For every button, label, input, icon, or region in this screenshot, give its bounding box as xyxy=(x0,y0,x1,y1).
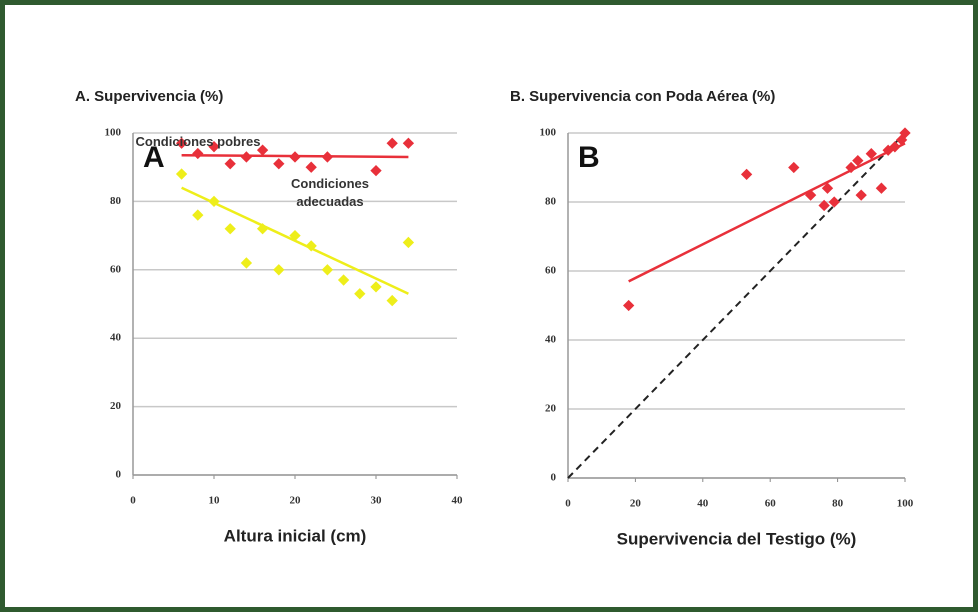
point xyxy=(828,196,840,208)
y-tick-label: 60 xyxy=(110,263,122,275)
reference-line xyxy=(567,132,906,479)
point xyxy=(321,264,334,276)
y-tick-label: 100 xyxy=(540,127,557,139)
y-tick-label: 60 xyxy=(545,265,557,277)
point xyxy=(386,137,398,149)
point xyxy=(855,189,867,201)
point xyxy=(337,274,350,286)
point xyxy=(273,264,285,276)
point xyxy=(175,137,188,149)
x-tick-label: 60 xyxy=(765,498,777,510)
chart-title: B. Supervivencia con Poda Aérea (%) xyxy=(510,88,775,105)
point xyxy=(740,168,753,181)
point xyxy=(623,299,635,312)
x-tick-label: 10 xyxy=(209,495,221,507)
y-tick-label: 0 xyxy=(116,469,122,481)
point xyxy=(354,288,366,300)
point xyxy=(370,281,382,293)
point xyxy=(402,137,415,149)
chart: A. Supervivencia (%) 0 20 40 60 80 100 0 10 20 30 4… xyxy=(75,88,914,549)
point xyxy=(821,182,834,194)
point xyxy=(865,148,877,160)
point xyxy=(224,223,236,235)
point xyxy=(875,182,888,194)
x-tick-label: 100 xyxy=(897,498,914,510)
x-axis-label: Supervivencia del Testigo (%) xyxy=(617,529,857,548)
trend-line xyxy=(628,142,906,283)
annotation: Condiciones pobres xyxy=(135,134,261,149)
x-tick-label: 40 xyxy=(452,495,464,507)
y-tick-label: 20 xyxy=(110,400,122,412)
x-tick-label: 30 xyxy=(371,495,383,507)
y-tick-label: 40 xyxy=(110,332,122,344)
y-tick-label: 40 xyxy=(545,334,557,346)
point xyxy=(240,257,253,269)
y-tick-label: 100 xyxy=(105,127,122,139)
point xyxy=(224,158,236,170)
y-tick-label: 20 xyxy=(545,403,557,415)
point xyxy=(845,161,857,174)
annotation: Condiciones adecuadas xyxy=(290,176,369,209)
point xyxy=(208,141,220,153)
point xyxy=(386,294,398,307)
x-tick-label: 20 xyxy=(290,495,302,507)
x-tick-label: 0 xyxy=(565,498,571,510)
point xyxy=(305,161,317,173)
point xyxy=(208,195,220,208)
point xyxy=(240,151,253,163)
x-tick-label: 20 xyxy=(630,498,642,510)
point xyxy=(192,147,204,160)
panel-label: A xyxy=(143,141,165,174)
point xyxy=(889,141,901,153)
x-tick-label: 0 xyxy=(130,495,136,507)
chart-title: A. Supervivencia (%) xyxy=(75,88,223,105)
point xyxy=(818,199,830,212)
point xyxy=(804,189,817,201)
x-axis-label: Altura inicial (cm) xyxy=(224,526,367,545)
point xyxy=(289,151,301,163)
point xyxy=(370,164,382,177)
point xyxy=(305,240,317,252)
point xyxy=(321,151,334,163)
point xyxy=(273,158,285,170)
point xyxy=(402,236,415,249)
point xyxy=(175,168,188,180)
y-tick-label: 80 xyxy=(110,195,122,207)
x-tick-label: 80 xyxy=(832,498,844,510)
point xyxy=(852,154,864,167)
panel-label: B xyxy=(578,141,600,174)
y-tick-label: 80 xyxy=(545,196,557,208)
y-tick-label: 0 xyxy=(551,472,557,484)
point xyxy=(289,229,301,242)
point xyxy=(256,144,269,156)
x-tick-label: 40 xyxy=(697,498,709,510)
point xyxy=(256,223,269,235)
point xyxy=(192,209,204,221)
point xyxy=(788,161,800,174)
